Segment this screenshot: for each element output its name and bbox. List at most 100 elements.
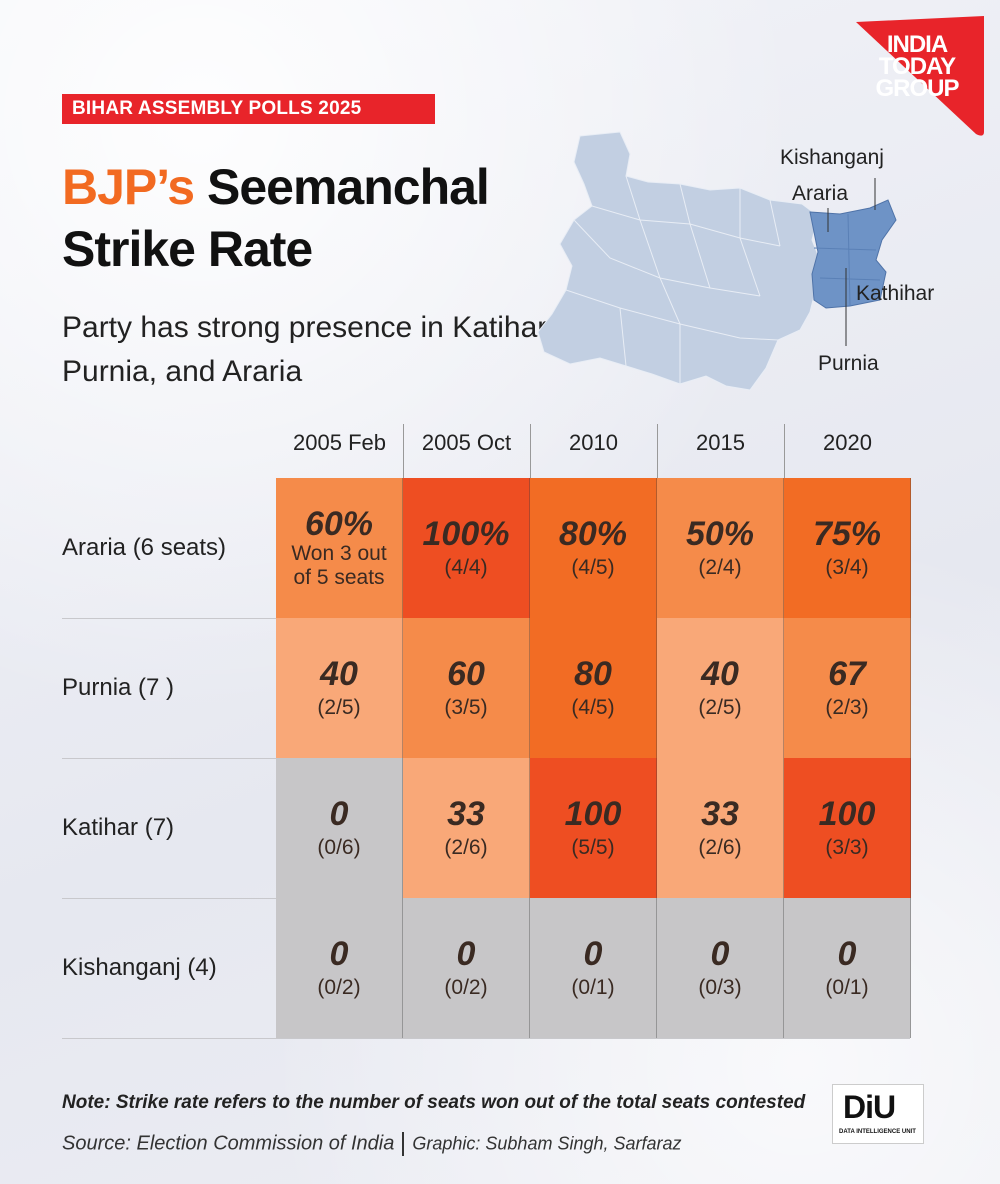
- bihar-map: [537, 131, 897, 391]
- heatmap-cell: 33 (2/6): [657, 758, 784, 898]
- row-label: Purnia (7 ): [62, 674, 175, 701]
- logo-line1: INDIA: [886, 31, 948, 58]
- title-accent: BJP’s: [62, 159, 195, 215]
- column-separator: [784, 424, 785, 478]
- heatmap-cell: 60 (3/5): [403, 618, 530, 758]
- heatmap-cell: 0 (0/1): [530, 898, 657, 1038]
- cell-value: 0: [329, 935, 349, 973]
- cell-value: 60%: [304, 505, 374, 543]
- bihar-district-lines: [565, 175, 781, 384]
- bihar-base-region: [537, 131, 821, 391]
- cell-value: 100: [564, 795, 622, 833]
- map-label-araria: Araria: [792, 182, 849, 205]
- row-divider: [62, 1038, 910, 1039]
- cell-seats: (4/4): [444, 556, 488, 579]
- column-header: 2015: [696, 430, 745, 455]
- heatmap-cell: 0 (0/6): [276, 758, 403, 898]
- cell-value: 80%: [558, 515, 628, 553]
- cell-value: 0: [456, 935, 476, 973]
- heatmap-cell: 33 (2/6): [403, 758, 530, 898]
- cell-seats: (0/1): [571, 976, 615, 999]
- cell-value: 67: [828, 655, 866, 693]
- heatmap-cell: 0 (0/1): [784, 898, 911, 1038]
- diu-logo-subtext: DATA INTELLIGENCE UNIT: [839, 1129, 916, 1135]
- cell-value: 60: [447, 655, 485, 693]
- cell-seats: (2/5): [317, 696, 361, 719]
- title-rest: Seemanchal: [194, 159, 490, 215]
- india-today-logo-icon: [856, 16, 984, 136]
- diu-logo: DiU DATA INTELLIGENCE UNIT: [832, 1084, 924, 1144]
- heatmap-cell: 80 (4/5): [530, 618, 657, 758]
- cell-seats: Won 3 out of 5 seats: [291, 542, 387, 589]
- cell-seats: (2/5): [698, 696, 742, 719]
- row-label: Kishanganj (4): [62, 954, 217, 981]
- cell-seats: (0/2): [317, 976, 361, 999]
- title-line2: Strike Rate: [62, 221, 313, 277]
- cell-seats: (3/5): [444, 696, 488, 719]
- column-header: 2010: [569, 430, 618, 455]
- source-text: Source: Election Commission of India: [62, 1132, 395, 1155]
- cell-value: 40: [320, 655, 358, 693]
- cell-value: 100: [818, 795, 876, 833]
- cell-seats: (3/3): [825, 836, 869, 859]
- cell-seats: (5/5): [571, 836, 615, 859]
- cell-seats: (2/4): [698, 556, 742, 579]
- heatmap-cell: 100 (5/5): [530, 758, 657, 898]
- heatmap-cell: 0 (0/3): [657, 898, 784, 1038]
- logo-text: INDIA TODAY GROUP: [862, 31, 972, 102]
- column-separator: [530, 424, 531, 478]
- row-label: Katihar (7): [62, 814, 175, 841]
- row-label: Araria (6 seats): [62, 534, 227, 561]
- column-separator: [657, 424, 658, 478]
- cell-seats: (2/6): [698, 836, 742, 859]
- cell-seats: (2/3): [825, 696, 869, 719]
- map-label-kishanganj: Kishanganj: [780, 146, 884, 169]
- section-tag: BIHAR ASSEMBLY POLLS 2025: [62, 94, 435, 124]
- logo-line2: TODAY: [878, 53, 956, 80]
- source-divider: [402, 1132, 405, 1156]
- cell-seats: (0/3): [698, 976, 742, 999]
- cell-value: 0: [329, 795, 349, 833]
- column-header: 2005 Oct: [421, 430, 512, 455]
- cell-value: 80: [574, 655, 612, 693]
- heatmap-cell: 60% Won 3 out of 5 seats: [276, 478, 403, 618]
- column-header: 2020: [823, 430, 872, 455]
- cell-value: 0: [583, 935, 603, 973]
- heatmap-cell: 50% (2/4): [657, 478, 784, 618]
- logo-line3: GROUP: [875, 75, 959, 102]
- cell-seats: (4/5): [571, 556, 615, 579]
- cell-value: 0: [837, 935, 857, 973]
- cell-seats: (0/1): [825, 976, 869, 999]
- graphic-credit: Graphic: Subham Singh, Sarfaraz: [412, 1133, 682, 1154]
- cell-seats: (2/6): [444, 836, 488, 859]
- chart-subtitle: Party has strong presence in Katihar, Pu…: [62, 311, 554, 388]
- chart-title: BJP’s Seemanchal Strike Rate: [62, 156, 582, 280]
- diu-logo-text: DiU: [843, 1089, 896, 1125]
- cell-value: 0: [710, 935, 730, 973]
- footer-note: Note: Strike rate refers to the number o…: [62, 1092, 806, 1113]
- cell-value: 33: [701, 795, 739, 833]
- heatmap-cell: 100 (3/3): [784, 758, 911, 898]
- cell-seats: (3/4): [825, 556, 869, 579]
- heatmap-cell: 80% (4/5): [530, 478, 657, 618]
- seemanchal-district-lines: [813, 213, 881, 307]
- column-header: 2005 Feb: [293, 430, 386, 455]
- seemanchal-highlight: [809, 199, 897, 309]
- heatmap-cell: 40 (2/5): [276, 618, 403, 758]
- cell-value: 50%: [685, 515, 755, 553]
- heatmap-cell: 0 (0/2): [403, 898, 530, 1038]
- heatmap-cell: 67 (2/3): [784, 618, 911, 758]
- column-separator: [403, 424, 404, 478]
- heatmap-cell: 100% (4/4): [403, 478, 530, 618]
- map-label-kathihar: Kathihar: [856, 282, 935, 305]
- heatmap-cell: 40 (2/5): [657, 618, 784, 758]
- cell-value: 33: [447, 795, 485, 833]
- map-label-purnia: Purnia: [818, 352, 879, 375]
- cell-seats: (0/2): [444, 976, 488, 999]
- heatmap-cell: 75% (3/4): [784, 478, 911, 618]
- heatmap-cell: 0 (0/2): [276, 898, 403, 1038]
- cell-value: 100%: [422, 515, 510, 553]
- cell-seats: (4/5): [571, 696, 615, 719]
- cell-value: 40: [701, 655, 739, 693]
- footer-source: Source: Election Commission of India Grap…: [62, 1132, 682, 1156]
